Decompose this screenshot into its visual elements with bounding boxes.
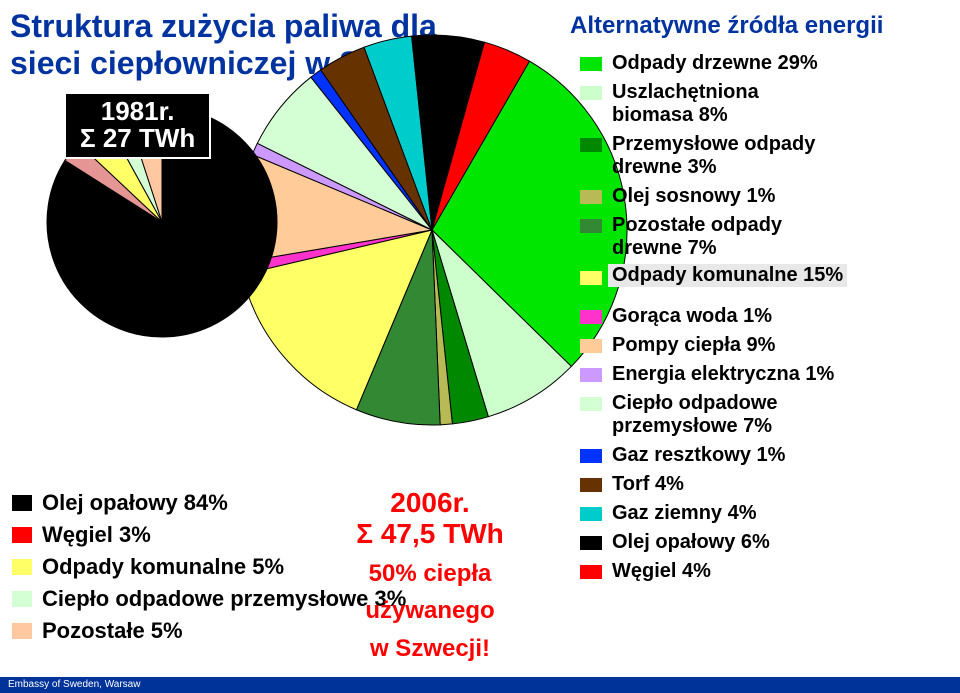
legend-swatch (580, 565, 602, 579)
legend-label: Olej opałowy 84% (42, 490, 228, 516)
legend-label: Przemysłowe odpadydrewne 3% (612, 133, 815, 179)
legend-label: Gorąca woda 1% (612, 305, 772, 328)
center-label-2006: 2006r. Σ 47,5 TWh 50% ciepła używanego w… (330, 488, 530, 662)
legend-swatch (580, 339, 602, 353)
legend-label: Uszlachętnionabiomasa 8% (612, 81, 759, 127)
legend-row: Węgiel 4% (580, 560, 950, 583)
legend-label: Ciepło odpadoweprzemysłowe 7% (612, 392, 778, 438)
footer-bar: Embassy of Sweden, Warsaw (0, 677, 960, 693)
legend-swatch (12, 495, 32, 511)
legend-row: Gaz resztkowy 1% (580, 444, 950, 467)
year-2006: 2006r. (330, 488, 530, 519)
legend-swatch (580, 310, 602, 324)
legend-row: Torf 4% (580, 473, 950, 496)
legend-swatch (580, 219, 602, 233)
legend-swatch (580, 397, 602, 411)
legend-2006: Odpady drzewne 29% Uszlachętnionabiomasa … (580, 52, 950, 589)
legend-swatch (580, 57, 602, 71)
year-1981: 1981r. (80, 98, 195, 125)
legend-row: Odpady komunalne 15% (580, 266, 950, 291)
year-box-1981: 1981r. Σ 27 TWh (64, 92, 211, 159)
legend-swatch (12, 591, 32, 607)
legend-row: Olej sosnowy 1% (580, 185, 950, 208)
legend-row: Energia elektryczna 1% (580, 363, 950, 386)
legend-swatch (580, 190, 602, 204)
legend-row: Pozostałe odpadydrewne 7% (580, 214, 950, 260)
legend-label: Torf 4% (612, 473, 684, 496)
legend-row: Gaz ziemny 4% (580, 502, 950, 525)
legend-row: Pompy ciepła 9% (580, 334, 950, 357)
legend-label: Pompy ciepła 9% (612, 334, 775, 357)
pie-chart-2006 (232, 30, 632, 430)
legend-swatch (12, 623, 32, 639)
center-sub-1: 50% ciepła (330, 560, 530, 588)
legend-row: Odpady drzewne 29% (580, 52, 950, 75)
sum-2006: Σ 47,5 TWh (330, 519, 530, 550)
legend-label: Pozostałe odpadydrewne 7% (612, 214, 782, 260)
legend-row: Przemysłowe odpadydrewne 3% (580, 133, 950, 179)
legend-swatch (580, 86, 602, 100)
legend-label: Odpady komunalne 5% (42, 554, 284, 580)
legend-label: Gaz ziemny 4% (612, 502, 757, 525)
legend-right-title: Alternatywne źródła energii (570, 12, 883, 40)
legend-gap (580, 297, 950, 305)
legend-swatch (580, 449, 602, 463)
legend-label: Gaz resztkowy 1% (612, 444, 785, 467)
legend-row: Uszlachętnionabiomasa 8% (580, 81, 950, 127)
legend-label: Węgiel 3% (42, 522, 151, 548)
legend-label: Pozostałe 5% (42, 618, 183, 644)
legend-swatch (580, 478, 602, 492)
legend-swatch (12, 559, 32, 575)
legend-label: Odpady komunalne 15% (612, 264, 843, 287)
legend-swatch (12, 527, 32, 543)
legend-row: Olej opałowy 6% (580, 531, 950, 554)
legend-label: Odpady drzewne 29% (612, 52, 818, 75)
legend-swatch (580, 368, 602, 382)
legend-row: Ciepło odpadoweprzemysłowe 7% (580, 392, 950, 438)
legend-swatch (580, 536, 602, 550)
footer-text: Embassy of Sweden, Warsaw (8, 679, 140, 690)
legend-label: Olej opałowy 6% (612, 531, 770, 554)
legend-label: Węgiel 4% (612, 560, 711, 583)
legend-label: Energia elektryczna 1% (612, 363, 834, 386)
legend-row: Gorąca woda 1% (580, 305, 950, 328)
center-sub-2: używanego (330, 597, 530, 625)
legend-swatch (580, 507, 602, 521)
center-sub-3: w Szwecji! (330, 635, 530, 663)
legend-swatch (580, 138, 602, 152)
legend-label: Olej sosnowy 1% (612, 185, 775, 208)
sum-1981: Σ 27 TWh (80, 125, 195, 152)
legend-swatch (580, 271, 602, 285)
